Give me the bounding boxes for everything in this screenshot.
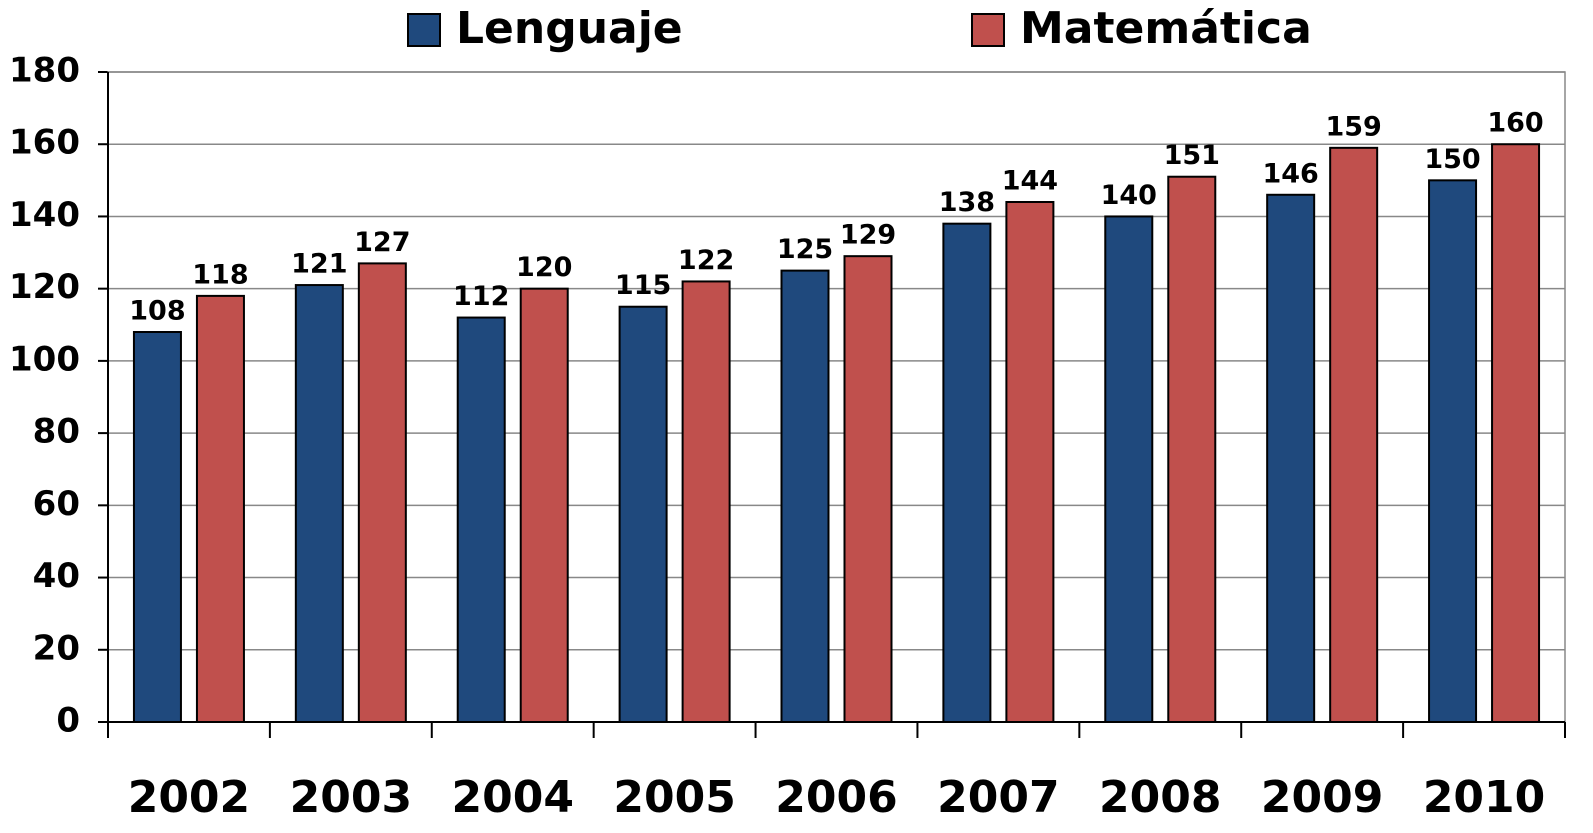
data-label: 146 (1262, 158, 1318, 189)
x-tick-label: 2003 (290, 772, 412, 823)
data-label: 144 (1002, 166, 1058, 197)
y-tick-label: 100 (9, 339, 80, 379)
data-label: 108 (129, 296, 185, 327)
data-label: 160 (1487, 108, 1543, 139)
y-tick-label: 120 (9, 267, 80, 307)
bar (195, 294, 245, 723)
data-label: 159 (1325, 111, 1381, 142)
x-tick-label: 2004 (451, 772, 573, 823)
x-tick-label: 2006 (775, 772, 897, 823)
x-tick-label: 2007 (937, 772, 1059, 823)
data-label: 122 (678, 245, 734, 276)
bar (681, 280, 731, 723)
data-label: 120 (516, 252, 572, 283)
bar (843, 255, 893, 723)
y-tick-label: 160 (9, 123, 80, 163)
data-label: 118 (192, 259, 248, 290)
legend-label: Lenguaje (456, 3, 683, 54)
y-tick-label: 60 (33, 484, 80, 524)
x-tick-label: 2009 (1261, 772, 1383, 823)
bar (618, 305, 668, 723)
bar (456, 316, 506, 723)
bar (1428, 179, 1478, 724)
data-label: 115 (615, 270, 671, 301)
data-label: 125 (777, 234, 833, 265)
bar (1491, 143, 1541, 723)
y-tick-label: 0 (56, 701, 80, 741)
legend-label: Matemática (1020, 3, 1312, 54)
bar (1167, 175, 1217, 723)
y-tick-label: 20 (33, 628, 80, 668)
y-tick-label: 140 (9, 195, 80, 235)
data-label: 151 (1164, 140, 1220, 171)
x-tick-label: 2008 (1099, 772, 1221, 823)
data-label: 138 (939, 187, 995, 218)
bar (1266, 193, 1316, 723)
bar (1329, 146, 1379, 724)
bar (294, 284, 344, 723)
x-tick-label: 2005 (613, 772, 735, 823)
bar (519, 287, 569, 723)
bar (357, 262, 407, 723)
data-label: 150 (1424, 144, 1480, 175)
data-label: 127 (354, 227, 410, 258)
x-tick-label: 2002 (128, 772, 250, 823)
y-tick-label: 80 (33, 412, 80, 452)
data-label: 121 (291, 249, 347, 280)
data-label: 140 (1101, 180, 1157, 211)
legend-swatch (407, 13, 441, 47)
legend-swatch (971, 13, 1005, 47)
bar (1104, 215, 1154, 723)
data-label: 112 (453, 281, 509, 312)
y-tick-label: 40 (33, 556, 80, 596)
bar (780, 269, 830, 723)
data-label: 129 (840, 220, 896, 251)
x-tick-label: 2010 (1423, 772, 1545, 823)
bar (942, 222, 992, 724)
y-tick-label: 180 (9, 51, 80, 91)
bar (1005, 201, 1055, 723)
bar (132, 331, 182, 723)
